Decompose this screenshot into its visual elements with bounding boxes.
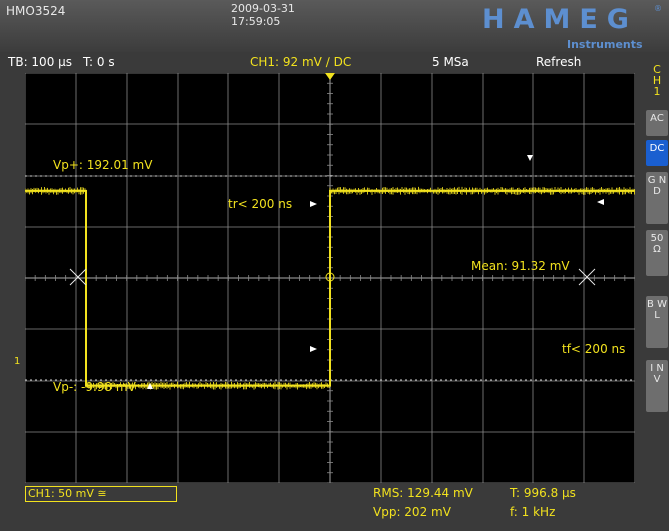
vp-plus-label: Vp+: 192.01 mV	[53, 158, 153, 172]
measurement-bar: CH1: 50 mV ≅ RMS: 129.44 mV Vpp: 202 mV …	[0, 485, 645, 531]
crosshair-markers	[69, 268, 596, 286]
brand-subtitle: Instruments	[567, 38, 643, 51]
timebase: TB: 100 µs	[8, 55, 73, 69]
brand-logo: HAMEG	[482, 4, 638, 35]
waveform-plot: Vp+: 192.01 mV Vp-: -9.98 mV tr< 200 ns …	[24, 72, 636, 484]
model-name: HMO3524	[6, 4, 66, 18]
vpp-value: Vpp: 202 mV	[373, 505, 451, 519]
impedance-50-button[interactable]: 50 Ω	[646, 230, 668, 276]
coupling-ac-button[interactable]: AC	[646, 110, 668, 136]
scope-display: Vp+: 192.01 mV Vp-: -9.98 mV tr< 200 ns …	[24, 72, 636, 484]
time-text: 17:59:05	[231, 15, 281, 28]
trigger-time: T: 0 s	[83, 55, 115, 69]
coupling-dc-button[interactable]: DC	[646, 140, 668, 166]
coupling-gnd-button[interactable]: G N D	[646, 172, 668, 224]
period-value: T: 996.8 µs	[510, 486, 576, 500]
trigger-slope-coupling: ∕ DC	[325, 55, 352, 69]
channel-label-1: 1	[653, 85, 661, 98]
rms-value: RMS: 129.44 mV	[373, 486, 473, 500]
channel-ground-marker: 1	[14, 356, 20, 367]
waveform-trace	[25, 189, 635, 387]
sample-rate: 5 MSa	[432, 55, 469, 69]
channel-trigger-value: CH1: 92 mV	[250, 55, 322, 69]
date-text: 2009-03-31	[231, 2, 295, 15]
brand-registered-mark: ®	[654, 4, 662, 13]
frequency-value: f: 1 kHz	[510, 505, 556, 519]
channel-ground-marker-text: 1	[14, 356, 21, 367]
bandwidth-limit-button[interactable]: B W L	[646, 296, 668, 348]
channel-trigger-level: CH1: 92 mV ∕ DC	[250, 55, 351, 69]
status-bar: TB: 100 µs T: 0 s CH1: 92 mV ∕ DC 5 MSa …	[0, 54, 620, 70]
datetime: 2009-03-31 17:59:05	[231, 2, 295, 28]
channel-setting-box[interactable]: CH1: 50 mV ≅	[25, 486, 177, 502]
header-bar: HMO3524 2009-03-31 17:59:05 HAMEG ® Inst…	[0, 0, 669, 52]
vp-minus-label: Vp-: -9.98 mV	[53, 380, 137, 394]
channel-label-h: H	[652, 74, 662, 87]
rise-time-label: tr< 200 ns	[228, 197, 292, 211]
mean-label: Mean: 91.32 mV	[471, 259, 570, 273]
acquisition-mode: Refresh	[536, 55, 582, 69]
edge-markers	[147, 73, 604, 389]
waveform-noise	[24, 186, 635, 390]
fall-time-label: tf< 200 ns	[562, 342, 625, 356]
invert-button[interactable]: I N V	[646, 360, 668, 412]
channel-label-c: C	[653, 63, 661, 76]
